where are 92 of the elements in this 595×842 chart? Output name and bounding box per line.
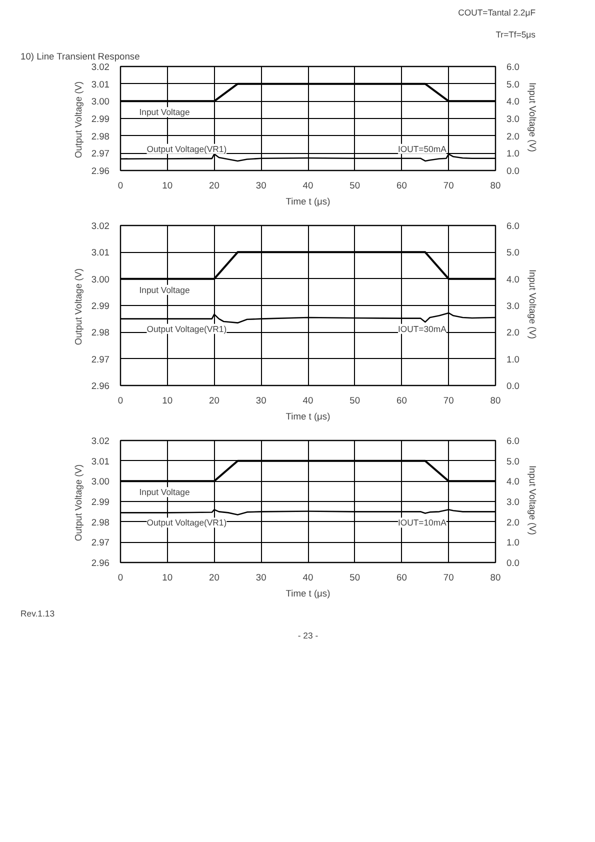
series-label: Input Voltage (139, 487, 190, 498)
x-tick-label: 40 (302, 572, 314, 582)
x-tick-label: 0 (118, 572, 124, 582)
y2-axis-title: Input Voltage (V) (527, 82, 538, 152)
annotation: IOUT=50mA (398, 144, 447, 154)
y-axis-title: Output Voltage (V) (73, 268, 84, 346)
text: Rev.1.13 (20, 608, 55, 618)
y2-tick-label: 5.0 (506, 248, 520, 258)
y2-tick-label: 6.0 (506, 62, 520, 72)
y-axis-title: Output Voltage (V) (73, 81, 84, 158)
y2-tick-label: 6.0 (506, 221, 520, 231)
series-label: Input Voltage (139, 284, 190, 295)
y2-tick-label: 1.0 (506, 538, 520, 548)
x-tick-label: 10 (162, 572, 173, 582)
x-tick-label: 40 (302, 396, 314, 406)
chart-title: 10) Line Transient Response (20, 52, 140, 62)
y-tick-label: 2.98 (91, 517, 110, 528)
y-tick-label: 2.97 (91, 148, 110, 159)
text: - 23 - (298, 630, 318, 640)
y2-tick-label: 2.0 (506, 328, 520, 338)
series-label: Output Voltage(VR1) (146, 324, 227, 334)
y-tick-label: 2.99 (91, 497, 110, 507)
x-tick-label: 80 (490, 396, 501, 406)
x-tick-label: 0 (118, 396, 124, 406)
x-tick-label: 10 (162, 396, 173, 406)
x-tick-label: 30 (256, 572, 266, 582)
text: Tr=Tf=5μs (496, 30, 536, 40)
x-tick-label: 70 (443, 180, 454, 190)
x-tick-label: 80 (490, 180, 501, 190)
y-tick-label: 3.00 (91, 476, 110, 487)
x-tick-label: 80 (490, 572, 501, 582)
y2-tick-label: 3.0 (506, 497, 520, 507)
y-tick-label: 2.96 (91, 166, 110, 176)
x-tick-label: 50 (350, 180, 360, 190)
y-tick-label: 2.99 (91, 114, 110, 124)
x-tick-label: 40 (302, 180, 314, 190)
y2-tick-label: 5.0 (506, 79, 520, 90)
x-axis-title: Time t (μs) (286, 588, 330, 598)
y-tick-label: 3.00 (91, 96, 110, 107)
y-tick-label: 3.00 (91, 274, 110, 284)
y-tick-label: 2.98 (91, 131, 110, 142)
x-tick-label: 20 (209, 396, 220, 406)
y2-tick-label: 4.0 (506, 96, 520, 107)
x-tick-label: 20 (209, 180, 220, 190)
y2-tick-label: 0.0 (506, 558, 520, 568)
y2-tick-label: 2.0 (506, 517, 520, 528)
x-tick-label: 60 (396, 396, 407, 406)
y-tick-label: 3.01 (91, 456, 110, 466)
y-tick-label: 2.96 (91, 381, 110, 391)
y2-axis-title: Input Voltage (V) (527, 269, 538, 339)
x-tick-label: 70 (443, 396, 454, 406)
y-tick-label: 2.96 (91, 558, 110, 568)
text: COUT=Tantal 2.2μF (458, 8, 536, 18)
y-tick-label: 3.01 (91, 248, 110, 258)
y2-tick-label: 1.0 (506, 148, 520, 159)
series-label: Output Voltage(VR1) (146, 518, 227, 528)
y-tick-label: 2.99 (91, 301, 110, 311)
annotation: IOUT=10mA (398, 518, 447, 528)
y-tick-label: 3.02 (91, 436, 110, 446)
y2-tick-label: 6.0 (506, 436, 520, 446)
y2-tick-label: 0.0 (506, 166, 520, 176)
x-tick-label: 60 (396, 572, 407, 582)
y-axis-title: Output Voltage (V) (73, 464, 84, 542)
y2-tick-label: 1.0 (506, 354, 520, 364)
y-tick-label: 3.02 (91, 62, 110, 72)
x-tick-label: 20 (209, 572, 220, 582)
annotation: IOUT=30mA (398, 324, 447, 334)
y2-tick-label: 4.0 (506, 274, 520, 284)
y2-tick-label: 3.0 (506, 301, 520, 311)
y2-axis-title: Input Voltage (V) (527, 465, 538, 535)
series-label: Input Voltage (139, 107, 190, 118)
x-tick-label: 50 (350, 396, 360, 406)
x-tick-label: 30 (256, 180, 266, 190)
x-axis-title: Time t (μs) (286, 412, 330, 422)
x-tick-label: 30 (256, 396, 266, 406)
x-tick-label: 50 (350, 572, 360, 582)
y-tick-label: 2.97 (91, 354, 110, 364)
series-label: Output Voltage(VR1) (146, 144, 227, 154)
y-tick-label: 2.98 (91, 328, 110, 338)
x-tick-label: 0 (118, 180, 124, 190)
y2-tick-label: 3.0 (506, 114, 520, 124)
y2-tick-label: 2.0 (506, 131, 520, 142)
x-tick-label: 60 (396, 180, 407, 190)
x-tick-label: 70 (443, 572, 454, 582)
y2-tick-label: 5.0 (506, 456, 520, 466)
y-tick-label: 2.97 (91, 538, 110, 548)
x-axis-title: Time t (μs) (286, 196, 330, 206)
y2-tick-label: 4.0 (506, 476, 520, 487)
y2-tick-label: 0.0 (506, 381, 520, 391)
y-tick-label: 3.02 (91, 221, 110, 231)
y-tick-label: 3.01 (91, 79, 110, 90)
x-tick-label: 10 (162, 180, 173, 190)
